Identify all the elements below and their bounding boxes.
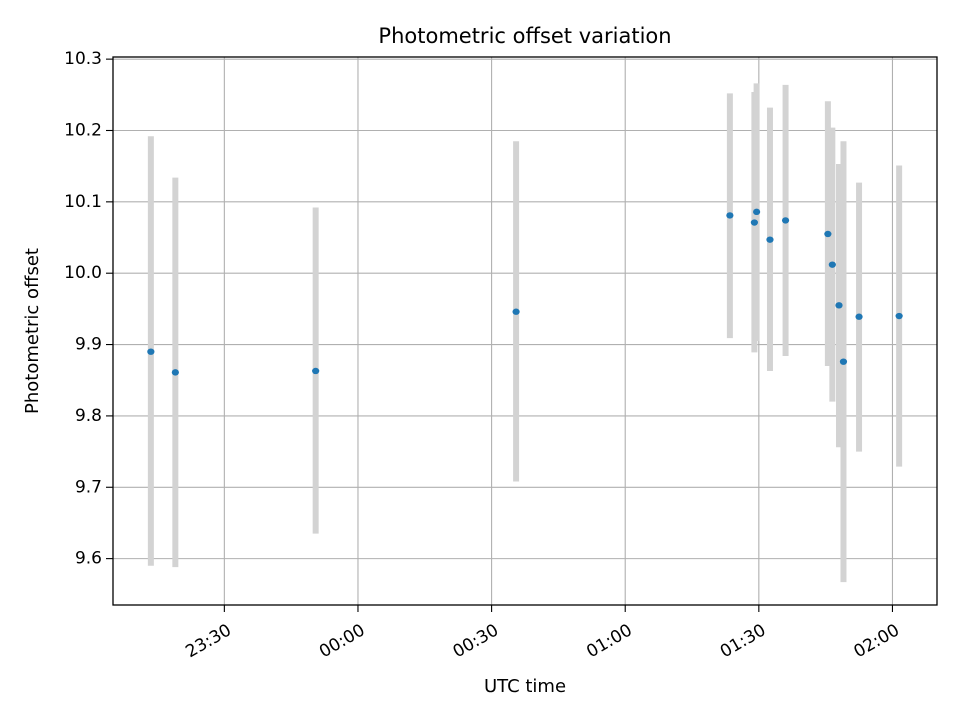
data-point	[895, 312, 903, 320]
y-tick-label: 9.6	[75, 549, 102, 569]
y-tick-label: 10.1	[64, 192, 102, 212]
y-axis-ticks: 9.6 9.7 9.8 9.9 10.0 10.1 10.2 10.3	[64, 49, 113, 569]
grid-lines	[113, 57, 937, 605]
data-point	[753, 208, 761, 216]
data-point	[512, 308, 520, 315]
plot-area	[113, 57, 937, 605]
data-point	[835, 302, 843, 309]
data-point	[839, 358, 848, 365]
data-point	[855, 313, 863, 320]
data-points	[147, 208, 903, 376]
data-point	[171, 369, 179, 376]
data-point	[828, 261, 836, 268]
chart-title: Photometric offset variation	[378, 24, 671, 48]
y-tick-label: 9.8	[75, 406, 102, 426]
x-axis-label: UTC time	[484, 676, 566, 697]
y-tick-label: 9.7	[75, 477, 102, 497]
y-tick-label: 10.0	[64, 263, 102, 283]
y-axis-label: Photometric offset	[22, 248, 43, 414]
y-tick-label: 10.3	[64, 49, 102, 69]
y-tick-label: 9.9	[75, 335, 102, 355]
data-point	[781, 217, 790, 224]
data-point	[312, 367, 320, 375]
data-point	[766, 236, 774, 243]
y-tick-label: 10.2	[64, 120, 102, 140]
plot-frame	[112, 56, 938, 606]
data-point	[750, 219, 758, 226]
data-point	[147, 348, 155, 355]
data-point	[824, 230, 832, 238]
data-point	[726, 212, 734, 219]
